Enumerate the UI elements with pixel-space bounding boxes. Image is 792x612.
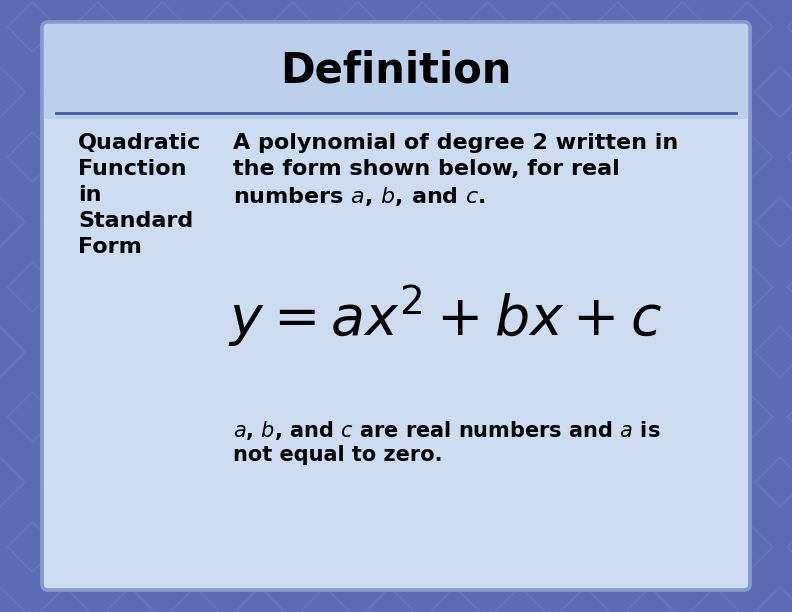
Text: Function: Function — [78, 159, 186, 179]
FancyBboxPatch shape — [42, 22, 750, 119]
Text: not equal to zero.: not equal to zero. — [233, 445, 443, 465]
Text: $\mathit{y} = \mathit{a}\mathit{x}^{2} + \mathit{b}\mathit{x} + \mathit{c}$: $\mathit{y} = \mathit{a}\mathit{x}^{2} +… — [228, 284, 661, 350]
Text: Form: Form — [78, 237, 142, 257]
Text: A polynomial of degree 2 written in: A polynomial of degree 2 written in — [233, 133, 678, 153]
Text: numbers $\mathbf{\mathit{a}}$, $\mathbf{\mathit{b}}$, and $\mathbf{\mathit{c}}$.: numbers $\mathbf{\mathit{a}}$, $\mathbf{… — [233, 185, 485, 208]
Text: $\mathbf{\mathit{a}}$, $\mathbf{\mathit{b}}$, and $\mathbf{\mathit{c}}$ are real: $\mathbf{\mathit{a}}$, $\mathbf{\mathit{… — [233, 419, 661, 442]
Text: in: in — [78, 185, 101, 205]
Text: the form shown below, for real: the form shown below, for real — [233, 159, 620, 179]
Text: Definition: Definition — [280, 50, 512, 92]
Text: Quadratic: Quadratic — [78, 133, 201, 153]
FancyBboxPatch shape — [42, 22, 750, 590]
Text: Standard: Standard — [78, 211, 193, 231]
